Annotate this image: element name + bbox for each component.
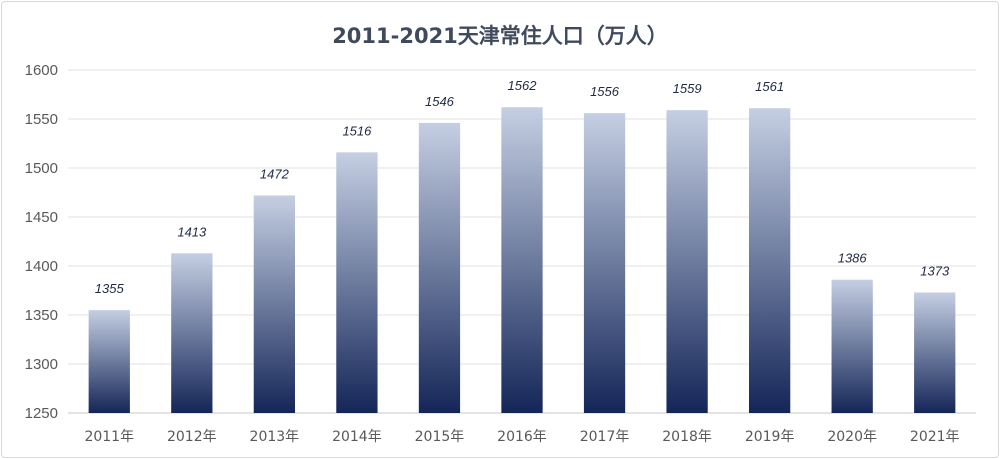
- data-label: 1556: [590, 84, 620, 99]
- data-label: 1355: [95, 281, 125, 296]
- bar: [914, 292, 956, 413]
- bar: [253, 195, 295, 413]
- y-tick-label: 1550: [25, 111, 58, 128]
- data-label: 1386: [838, 251, 868, 266]
- bar: [831, 279, 873, 413]
- x-tick-label: 2011年: [84, 429, 134, 445]
- bar: [501, 107, 543, 414]
- bar: [749, 108, 791, 413]
- data-label: 1546: [425, 94, 455, 109]
- x-tick-label: 2019年: [745, 429, 795, 445]
- y-tick-label: 1350: [25, 307, 58, 324]
- data-label: 1472: [260, 166, 290, 181]
- y-tick-label: 1450: [25, 209, 58, 226]
- data-label: 1562: [508, 78, 538, 93]
- y-tick-label: 1300: [25, 356, 58, 373]
- data-labels: 1355 1413 1472 1516 1546 1562 1556 1559 1561 1386…: [95, 78, 950, 296]
- y-tick-label: 1250: [25, 405, 58, 422]
- x-tick-label: 2020年: [827, 429, 877, 445]
- x-tick-label: 2013年: [250, 429, 300, 445]
- bar: [418, 122, 461, 414]
- bar: [666, 110, 708, 414]
- data-label: 1516: [342, 123, 372, 138]
- data-label: 1561: [755, 79, 784, 94]
- bar: [336, 152, 378, 413]
- bars: [88, 107, 956, 414]
- x-tick-label: 2016年: [497, 429, 547, 445]
- x-axis-ticks: 2011年 2012年 2013年 2014年 2015年 2016年 2017年 2018年…: [84, 429, 959, 445]
- x-tick-label: 2012年: [167, 429, 217, 445]
- data-label: 1559: [673, 81, 702, 96]
- bar: [583, 113, 626, 414]
- data-label: 1413: [177, 224, 207, 239]
- data-label: 1373: [920, 263, 950, 278]
- x-tick-label: 2021年: [910, 429, 960, 445]
- x-tick-label: 2015年: [415, 429, 465, 445]
- chart-title: 2011-2021天津常住人口（万人）: [332, 24, 668, 48]
- y-tick-label: 1400: [25, 258, 58, 275]
- y-axis-ticks: 1250 1300 1350 1400 1450 1500 1550 1600: [25, 62, 58, 422]
- x-tick-label: 2017年: [580, 429, 630, 445]
- bar: [171, 253, 213, 413]
- y-tick-label: 1600: [25, 62, 58, 79]
- x-tick-label: 2014年: [332, 429, 382, 445]
- bar: [88, 310, 130, 413]
- y-tick-label: 1500: [25, 160, 58, 177]
- x-tick-label: 2018年: [662, 429, 712, 445]
